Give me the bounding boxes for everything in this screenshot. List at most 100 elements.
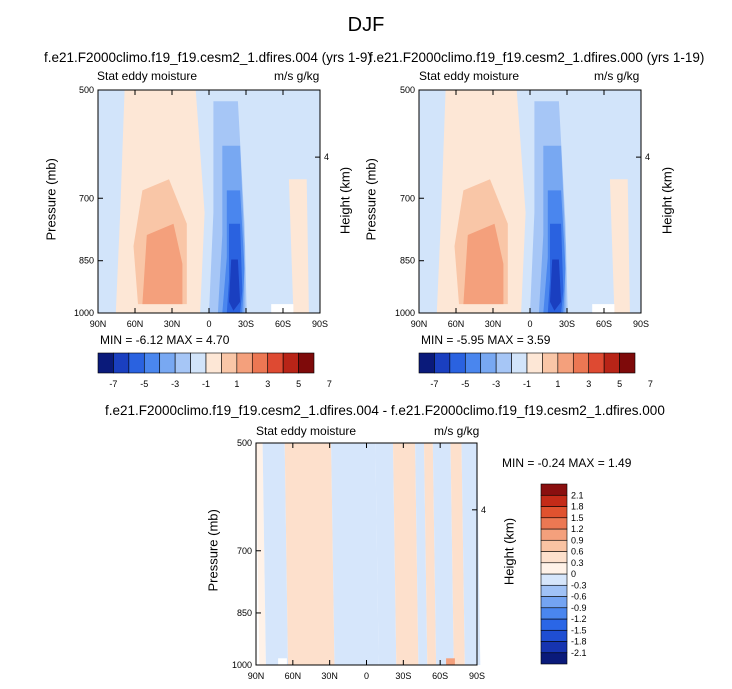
panel-1-xtick-label-5: 60S	[275, 319, 291, 329]
panel-3-strip-9	[450, 443, 465, 665]
panel-1-colorbar-box-7	[205, 352, 222, 374]
panel-3-blank-1	[278, 658, 287, 665]
panel-3-strip-2	[284, 443, 335, 665]
panel-1-colorbar-box-0	[97, 352, 114, 374]
panel-2-xtick-label-5: 60S	[596, 319, 612, 329]
panel-3-warm-spot	[446, 658, 455, 665]
panel-1-colorbar-box-13	[298, 352, 315, 374]
panel-3-rtick-label-0: 4	[481, 505, 486, 515]
panel-1-colorbar-box-9	[236, 352, 253, 374]
panel-3-colorbar-label-1: 1.8	[571, 502, 584, 512]
panel-1-colorbar-box-4	[159, 352, 176, 374]
panel-1-stats: MIN = -6.12 MAX = 4.70	[100, 333, 230, 347]
panel-3-xtick-label-2: 30N	[321, 671, 338, 681]
panel-2-xtick-label-4: 30S	[559, 319, 575, 329]
panel-2-colorbar-label-2: -3	[492, 379, 500, 389]
panel-2-ytick-label-1: 700	[400, 193, 415, 203]
panel-2-colorbar-box-4	[480, 352, 497, 374]
panel-3-strip-3	[331, 443, 379, 665]
panel-1-cold-5	[229, 259, 241, 311]
panel-3-xtick-label-3: 0	[364, 671, 369, 681]
panel-1-xtick-label-4: 30S	[238, 319, 254, 329]
panel-3-colorbar-box-12	[540, 517, 568, 530]
panel-1-colorbar-box-2	[128, 352, 145, 374]
panel-2-cold-5	[550, 259, 562, 311]
panel-3-colorbar-label-7: 0	[571, 569, 576, 579]
panel-3-colorbar-box-15	[540, 483, 568, 496]
panel-3-xtick-label-4: 30S	[395, 671, 411, 681]
panel-3-left-label: Stat eddy moisture	[256, 424, 357, 438]
panel-2-ytick-label-0: 500	[400, 85, 415, 95]
panel-3-colorbar-box-6	[540, 584, 568, 597]
panel-1-right-label: m/s g/kg	[274, 69, 320, 83]
panel-3-title: f.e21.F2000climo.f19_f19.cesm2_1.dfires.…	[105, 403, 665, 418]
panel-3-strip-1	[262, 443, 288, 665]
panel-1-colorbar-label-1: -5	[140, 379, 148, 389]
panel-3-colorbar-label-11: -1.2	[571, 614, 587, 624]
panel-3-colorbar-label-12: -1.5	[571, 625, 587, 635]
panel-1-ytick-label-2: 850	[79, 256, 94, 266]
panel-3-colorbar-box-11	[540, 528, 568, 541]
panel-1-colorbar-label-5: 3	[265, 379, 270, 389]
panel-2-colorbar-label-7: 7	[648, 379, 653, 389]
panel-2-colorbar-box-3	[464, 352, 482, 374]
panel-3-colorbar-box-8	[540, 562, 568, 575]
panel-2-colorbar-box-5	[495, 352, 512, 374]
panel-1-colorbar-box-8	[221, 352, 238, 374]
panel-1-left-label: Stat eddy moisture	[97, 69, 198, 83]
panel-1-colorbar-label-4: 1	[234, 379, 239, 389]
panel-3-ytick-label-0: 500	[237, 438, 252, 448]
panel-2-rtick-label-0: 4	[645, 152, 650, 162]
panel-3-colorbar-box-4	[540, 607, 568, 620]
panel-3-colorbar-box-13	[540, 506, 568, 519]
panel-1-colorbar-box-3	[143, 352, 161, 374]
panel-2-ytick-label-3: 1000	[395, 308, 415, 318]
panel-2-title: f.e21.F2000climo.f19_f19.cesm2_1.dfires.…	[369, 50, 705, 65]
panel-2-colorbar-label-1: -5	[461, 379, 469, 389]
panel-3-xtick-label-5: 60S	[432, 671, 448, 681]
panel-3-xtick-label-0: 90N	[248, 671, 265, 681]
panel-1-ytick-label-1: 700	[79, 193, 94, 203]
panel-2-colorbar-box-11	[588, 352, 605, 374]
panel-2-colorbar-box-6	[511, 352, 528, 374]
panel-2-colorbar-box-9	[557, 352, 574, 374]
panel-2-right-label: m/s g/kg	[594, 69, 640, 83]
panel-1-blank	[271, 304, 294, 313]
panel-3-colorbar-box-1	[540, 641, 568, 654]
panel-2-xtick-label-1: 60N	[448, 319, 465, 329]
panel-1-xtick-label-2: 30N	[164, 319, 181, 329]
panel-3-xtick-label-6: 90S	[469, 671, 485, 681]
panel-3-colorbar-box-9	[540, 551, 568, 564]
panel-1-colorbar-box-5	[174, 352, 191, 374]
panel-1-xtick-label-0: 90N	[90, 319, 107, 329]
panel-1-colorbar-box-1	[113, 352, 130, 374]
panel-2-colorbar-label-4: 1	[555, 379, 560, 389]
panel-3-colorbar-label-10: -0.9	[571, 603, 587, 613]
panel-3-colorbar-box-7	[540, 573, 568, 586]
panel-2-ytick-label-2: 850	[400, 256, 415, 266]
panel-2-colorbar-box-0	[418, 352, 435, 374]
panel-1-rtick-label-0: 4	[324, 152, 329, 162]
panel-3-strip-6	[415, 443, 428, 665]
panel-3-strip-10	[461, 443, 481, 665]
panel-2-colorbar-box-13	[619, 352, 636, 374]
panel-1-colorbar-box-12	[282, 352, 299, 374]
panel-2-colorbar-box-2	[449, 352, 466, 374]
panel-1-colorbar-label-3: -1	[202, 379, 210, 389]
panel-3-colorbar-label-4: 0.9	[571, 535, 584, 545]
panel-2-colorbar-box-12	[603, 352, 620, 374]
panel-3-colorbar-label-0: 2.1	[571, 490, 584, 500]
panel-3-colorbar-label-9: -0.6	[571, 592, 587, 602]
panel-3-strip-5	[393, 443, 419, 665]
panel-2-colorbar-box-8	[542, 352, 559, 374]
panel-1-colorbar-label-7: 7	[327, 379, 332, 389]
panel-1-warm-band-r	[288, 179, 309, 313]
panel-3-ytick-label-2: 850	[237, 608, 252, 618]
panel-2-colorbar-label-5: 3	[586, 379, 591, 389]
panel-2-colorbar-box-10	[572, 352, 590, 374]
panel-3-ytick-label-1: 700	[237, 546, 252, 556]
panel-1-colorbar-box-11	[267, 352, 284, 374]
panel-2-colorbar-box-1	[434, 352, 451, 374]
panel-2-xtick-label-2: 30N	[485, 319, 502, 329]
